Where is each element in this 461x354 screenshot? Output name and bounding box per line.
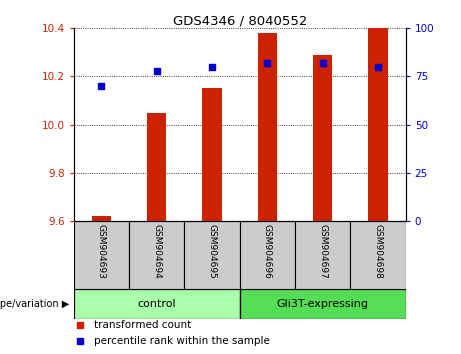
Bar	[147, 113, 166, 221]
Bar	[74, 221, 129, 289]
Text: GSM904694: GSM904694	[152, 224, 161, 279]
Point	[153, 68, 160, 74]
Text: genotype/variation ▶: genotype/variation ▶	[0, 299, 69, 309]
Bar	[258, 33, 277, 221]
Text: GSM904693: GSM904693	[97, 224, 106, 279]
Text: GSM904696: GSM904696	[263, 224, 272, 279]
Bar	[184, 221, 240, 289]
Text: GSM904697: GSM904697	[318, 224, 327, 279]
Bar	[129, 221, 184, 289]
Point	[264, 60, 271, 66]
Point	[208, 64, 216, 70]
Point	[98, 83, 105, 89]
Bar	[92, 216, 111, 221]
Title: GDS4346 / 8040552: GDS4346 / 8040552	[172, 14, 307, 27]
Bar	[74, 289, 240, 319]
Bar	[350, 221, 406, 289]
Point	[374, 64, 382, 70]
Text: percentile rank within the sample: percentile rank within the sample	[94, 336, 270, 346]
Bar	[295, 221, 350, 289]
Bar	[240, 289, 406, 319]
Text: GSM904698: GSM904698	[373, 224, 383, 279]
Text: transformed count: transformed count	[94, 320, 191, 330]
Bar	[240, 221, 295, 289]
Bar	[368, 28, 388, 221]
Text: Gli3T-expressing: Gli3T-expressing	[277, 299, 369, 309]
Text: control: control	[137, 299, 176, 309]
Bar	[202, 88, 222, 221]
Text: GSM904695: GSM904695	[207, 224, 217, 279]
Bar	[313, 55, 332, 221]
Point	[319, 60, 326, 66]
